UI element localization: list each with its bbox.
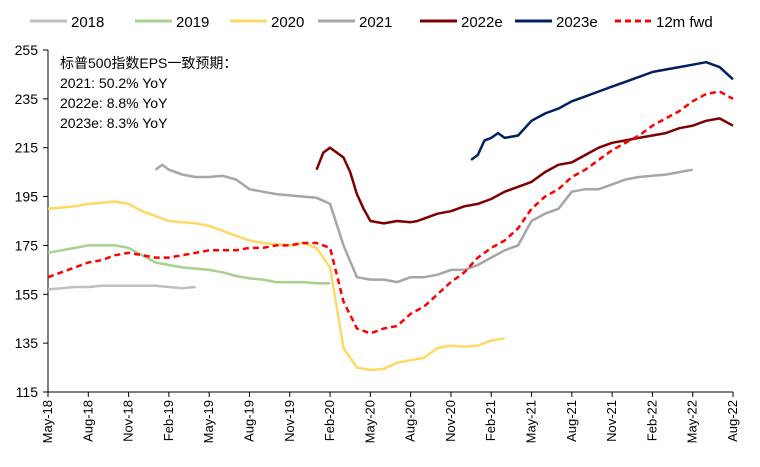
annotation-line: 2023e: 8.3% YoY: [60, 115, 168, 131]
y-tick-label: 215: [15, 140, 39, 156]
series-line-2023e: [470, 60, 734, 161]
y-tick-label: 175: [15, 237, 39, 253]
x-tick-label: Nov-21: [604, 400, 619, 442]
legend-label: 2019: [176, 14, 209, 31]
series-layer: [47, 60, 734, 372]
y-tick-label: 195: [15, 189, 39, 205]
y-tick-label: 115: [16, 384, 39, 400]
legend-label: 2021: [359, 14, 392, 31]
y-tick-label: 235: [15, 91, 39, 107]
series-line-12m-fwd: [47, 90, 734, 335]
annotation-line: 2022e: 8.8% YoY: [60, 95, 168, 111]
series-line-2022e: [315, 117, 734, 225]
legend-label: 2023e: [556, 14, 598, 31]
x-tick-label: Aug-18: [80, 400, 95, 442]
y-tick-label: 155: [15, 286, 39, 302]
legend-label: 2022e: [461, 14, 503, 31]
x-tick-label: Feb-20: [322, 400, 337, 441]
annotation-box: 标普500指数EPS一致预期： 2021: 50.2% YoY 2022e: 8.8…: [60, 55, 237, 131]
series-line-2021: [154, 163, 693, 284]
legend-label: 2018: [71, 14, 104, 31]
x-tick-label: Nov-18: [121, 400, 136, 442]
y-tick-label: 135: [15, 335, 39, 351]
x-tick-label: Aug-21: [564, 400, 579, 442]
annotation-line: 2021: 50.2% YoY: [60, 75, 168, 91]
x-tick-label: May-21: [524, 400, 539, 443]
annotation-line: 标普500指数EPS一致预期：: [60, 55, 237, 71]
legend: 2018 2019 2020 2021 2022e 2023e 12m fwd: [30, 14, 713, 31]
legend-label: 12m fwd: [656, 14, 713, 31]
x-tick-label: Nov-19: [282, 400, 297, 442]
x-tick-label: Aug-19: [241, 400, 256, 442]
x-tick-label: Feb-22: [644, 400, 659, 441]
x-tick-label: May-19: [201, 400, 216, 443]
series-line-2019: [47, 244, 331, 285]
series-line-2018: [47, 284, 196, 291]
x-tick-label: May-18: [40, 400, 55, 443]
legend-label: 2020: [271, 14, 304, 31]
x-tick-label: Aug-22: [725, 400, 740, 442]
y-tick-label: 255: [15, 42, 39, 58]
axes: 115 135 155 175 195 215 235 255 May-18 Aug-18 Nov-…: [15, 42, 740, 443]
x-tick-label: Aug-20: [403, 400, 418, 442]
x-tick-label: May-20: [362, 400, 377, 443]
x-tick-label: Nov-20: [443, 400, 458, 442]
x-tick-label: May-22: [685, 400, 700, 443]
x-tick-label: Feb-21: [483, 400, 498, 441]
x-tick-label: Feb-19: [161, 400, 176, 441]
